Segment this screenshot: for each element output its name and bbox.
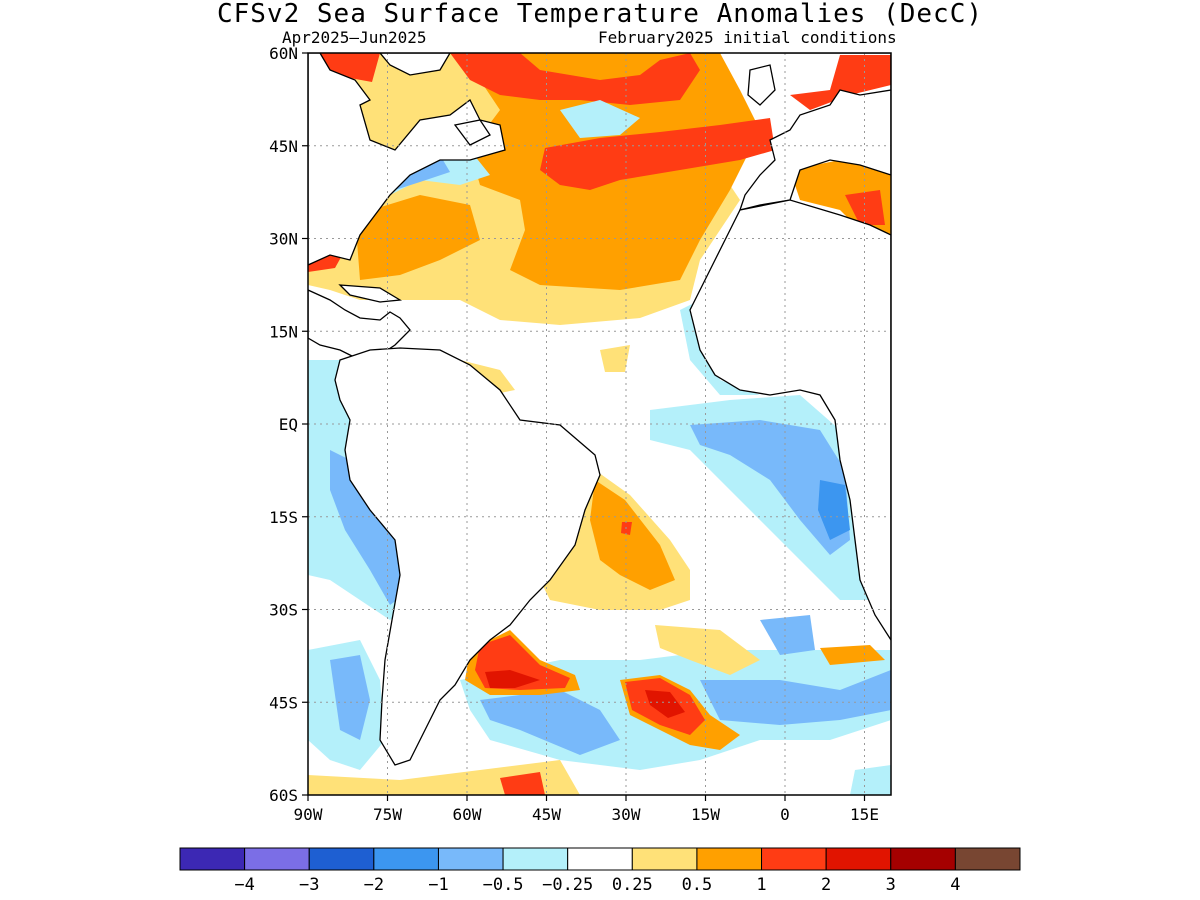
anomaly-blue-southern-band	[480, 690, 620, 755]
colorbar-label: −0.5	[483, 875, 524, 895]
colorbar-swatch	[696, 847, 763, 871]
colorbar-swatch	[567, 847, 633, 871]
anomaly-blue-angola	[818, 480, 850, 540]
lon-tick-label: 15E	[850, 805, 879, 824]
lon-tick-label: 30W	[612, 805, 641, 824]
anomaly-orange-southeast-patch	[820, 645, 885, 665]
lat-tick-label: 45N	[269, 137, 298, 156]
lon-tick-label: 90W	[294, 805, 323, 824]
lat-tick-label: EQ	[279, 415, 298, 434]
lon-tick-label: 60W	[453, 805, 482, 824]
land-cuba	[338, 284, 403, 303]
lon-tick-label: 75W	[373, 805, 402, 824]
colorbar-swatch	[890, 847, 956, 871]
anomaly-darkred-brazil-malvinas	[485, 670, 540, 688]
colorbar-swatch	[437, 847, 504, 871]
colorbar-label: 1	[756, 875, 766, 895]
anomaly-red-mediterranean	[845, 190, 885, 225]
anomaly-orange-nw-atlantic	[355, 195, 480, 280]
colorbar-swatch	[502, 847, 569, 871]
anomaly-red-north-atlantic-band	[540, 118, 775, 190]
lon-tick-label: 0	[780, 805, 790, 824]
lat-tick-label: 60N	[269, 44, 298, 63]
anomaly-blue-south-central	[760, 615, 815, 655]
anomaly-red-southern-edge	[500, 772, 545, 795]
land-central-america	[308, 289, 411, 361]
lat-tick-label: 45S	[269, 693, 298, 712]
land-newfoundland	[453, 119, 491, 146]
colorbar-label: 2	[821, 875, 831, 895]
land-greenland-tip	[379, 53, 451, 76]
colorbar-swatch	[631, 847, 698, 871]
map-title: CFSv2 Sea Surface Temperature Anomalies …	[216, 0, 984, 29]
anomaly-red-far-north	[450, 53, 700, 105]
land-north-america	[308, 53, 506, 266]
colorbar-label: 0.25	[612, 875, 653, 895]
colorbar-swatch	[954, 847, 1021, 871]
anomaly-field	[308, 53, 891, 795]
colorbar-swatch	[373, 847, 439, 871]
colorbar-label: −4	[234, 875, 254, 895]
land-uk	[747, 64, 776, 106]
colorbar-label: −0.25	[542, 875, 593, 895]
anomaly-cyan-north-central	[560, 100, 640, 138]
colorbar: −4 −3 −2 −1 −0.5 −0.25 0.25 0.5 1 2 3 4	[179, 847, 1021, 895]
colorbar-label: 4	[950, 875, 960, 895]
anomaly-blue-west-south-america	[330, 450, 410, 605]
anomaly-darkred-south-central	[645, 690, 685, 718]
anomaly-red-northeast	[790, 55, 891, 110]
lat-tick-label: 15N	[269, 322, 298, 341]
colorbar-swatch	[179, 847, 246, 871]
anomaly-blue-gulf-guinea	[690, 420, 850, 555]
lat-tick-label: 60S	[269, 786, 298, 805]
anomaly-yellow-south-patch	[655, 625, 760, 675]
lon-tick-label: 15W	[691, 805, 720, 824]
initial-conditions-label: February2025 initial conditions	[598, 28, 897, 47]
colorbar-label: −1	[428, 875, 448, 895]
anomaly-blue-southern-east	[700, 670, 891, 725]
anomaly-cyan-southeast-corner	[850, 765, 891, 795]
colorbar-label: 0.5	[682, 875, 713, 895]
lon-tick-label: 45W	[532, 805, 561, 824]
land-south-america	[334, 347, 601, 766]
land-masses	[308, 53, 891, 766]
lat-tick-label: 30S	[269, 601, 298, 620]
anomaly-red-labrador	[320, 53, 380, 82]
colorbar-label: 3	[886, 875, 896, 895]
anomaly-orange-south-atlantic	[590, 480, 675, 590]
map-grid	[308, 53, 891, 795]
lat-tick-label: 30N	[269, 230, 298, 249]
land-africa	[689, 199, 891, 642]
land-europe	[739, 53, 891, 211]
anomaly-yellow-tropical-north	[600, 345, 630, 372]
colorbar-swatch	[308, 847, 375, 871]
colorbar-label: −3	[299, 875, 319, 895]
lat-tick-label: 15S	[269, 508, 298, 527]
colorbar-swatch	[761, 847, 827, 871]
anomaly-blue-southeast-pacific	[330, 655, 370, 740]
forecast-period: Apr2025–Jun2025	[282, 28, 427, 47]
colorbar-label: −2	[364, 875, 384, 895]
colorbar-swatch	[244, 847, 310, 871]
colorbar-swatch	[825, 847, 892, 871]
